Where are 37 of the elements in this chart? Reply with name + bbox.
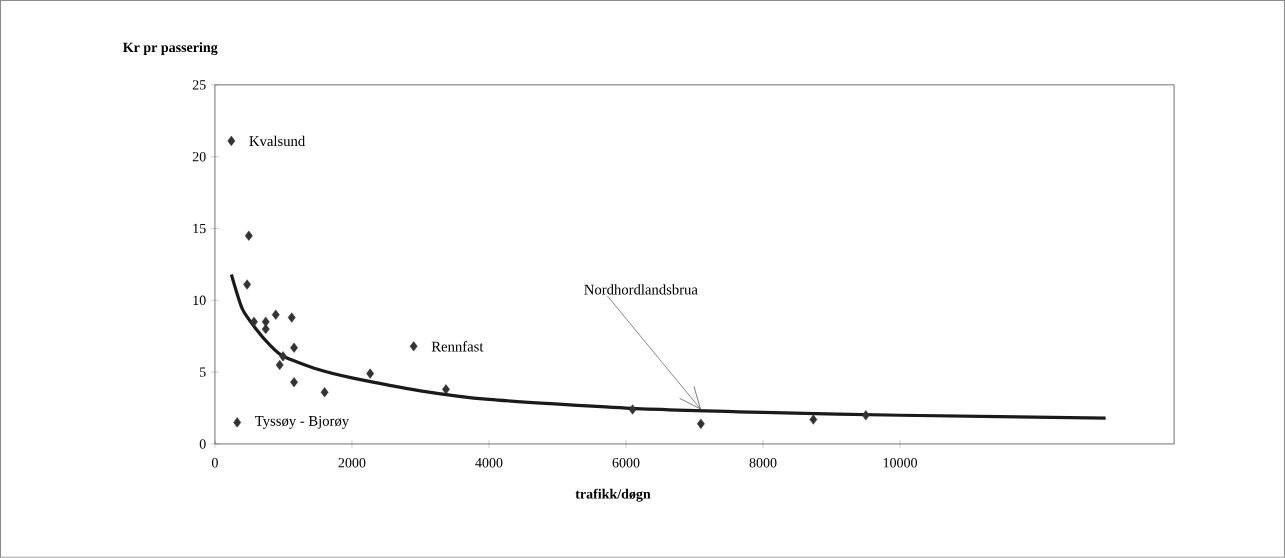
point [271, 309, 280, 320]
annotation: Nordhordlandsbrua [584, 284, 698, 295]
x-tick-label: 8000 [749, 458, 777, 468]
point [279, 351, 287, 362]
annotation: Tyssøy - Bjorøy [255, 416, 350, 429]
point [320, 387, 329, 398]
point [442, 384, 450, 395]
point [227, 135, 236, 147]
x-axis-title: trafikk/døgn [575, 488, 651, 502]
x-tick-label: 6000 [612, 458, 640, 468]
point [697, 418, 705, 429]
point [244, 230, 253, 241]
y-tick-label: 5 [200, 367, 206, 377]
y-tick-label: 0 [199, 439, 206, 449]
y-tick-label: 15 [193, 223, 206, 234]
point [290, 377, 298, 388]
point [366, 368, 375, 379]
point [861, 410, 870, 421]
x-tick-label: 0 [211, 458, 218, 468]
point [290, 342, 298, 353]
y-tick-label: 25 [192, 80, 206, 90]
y-tick-label: 10 [193, 295, 206, 306]
point [628, 404, 637, 415]
point [233, 417, 242, 428]
point [809, 414, 818, 425]
point [275, 359, 284, 371]
y-axis-title: Kr pr passering [122, 42, 218, 56]
x-tick-label: 4000 [475, 458, 503, 468]
x-tick-label: 10000 [883, 458, 918, 468]
point [261, 324, 270, 335]
point [243, 279, 251, 290]
y-tick-label: 20 [192, 152, 206, 162]
annotation: Rennfast [431, 341, 484, 352]
x-tick-label: 2000 [338, 458, 366, 468]
point [287, 312, 296, 323]
point [409, 341, 418, 352]
annotation: Kvalsund [249, 135, 306, 147]
